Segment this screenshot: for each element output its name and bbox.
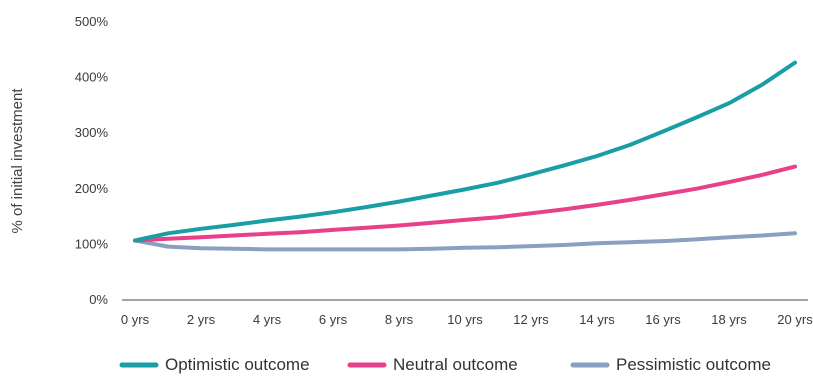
y-tick-label: 0% bbox=[89, 292, 108, 307]
x-tick-label: 14 yrs bbox=[579, 312, 615, 327]
y-tick-label: 100% bbox=[75, 236, 109, 251]
series-line-pessimistic-outcome bbox=[133, 231, 797, 252]
series-layer bbox=[133, 60, 797, 252]
x-tick-label: 20 yrs bbox=[777, 312, 813, 327]
x-axis-ticks: 0 yrs 2 yrs 4 yrs 6 yrs 8 yrs 10 yrs 12 yrs 14 … bbox=[121, 312, 813, 327]
y-axis-label: % of initial investment bbox=[9, 88, 26, 234]
legend-label: Optimistic outcome bbox=[165, 355, 310, 374]
x-tick-label: 12 yrs bbox=[513, 312, 549, 327]
x-tick-label: 0 yrs bbox=[121, 312, 150, 327]
x-tick-label: 2 yrs bbox=[187, 312, 216, 327]
x-tick-label: 8 yrs bbox=[385, 312, 414, 327]
legend-label: Pessimistic outcome bbox=[616, 355, 771, 374]
x-tick-label: 18 yrs bbox=[711, 312, 747, 327]
y-tick-label: 400% bbox=[75, 70, 109, 85]
y-tick-label: 300% bbox=[75, 125, 109, 140]
series-line-neutral-outcome bbox=[133, 164, 797, 243]
x-tick-label: 6 yrs bbox=[319, 312, 348, 327]
x-tick-label: 10 yrs bbox=[447, 312, 483, 327]
y-tick-label: 500% bbox=[75, 14, 109, 29]
x-tick-label: 16 yrs bbox=[645, 312, 681, 327]
x-tick-label: 4 yrs bbox=[253, 312, 282, 327]
legend-label: Neutral outcome bbox=[393, 355, 518, 374]
series-line-optimistic-outcome bbox=[133, 60, 797, 243]
legend: Optimistic outcome Neutral outcome Pessimi… bbox=[119, 355, 771, 374]
y-tick-label: 200% bbox=[75, 181, 109, 196]
y-axis-ticks: 0% 100% 200% 300% 400% 500% bbox=[75, 14, 109, 307]
